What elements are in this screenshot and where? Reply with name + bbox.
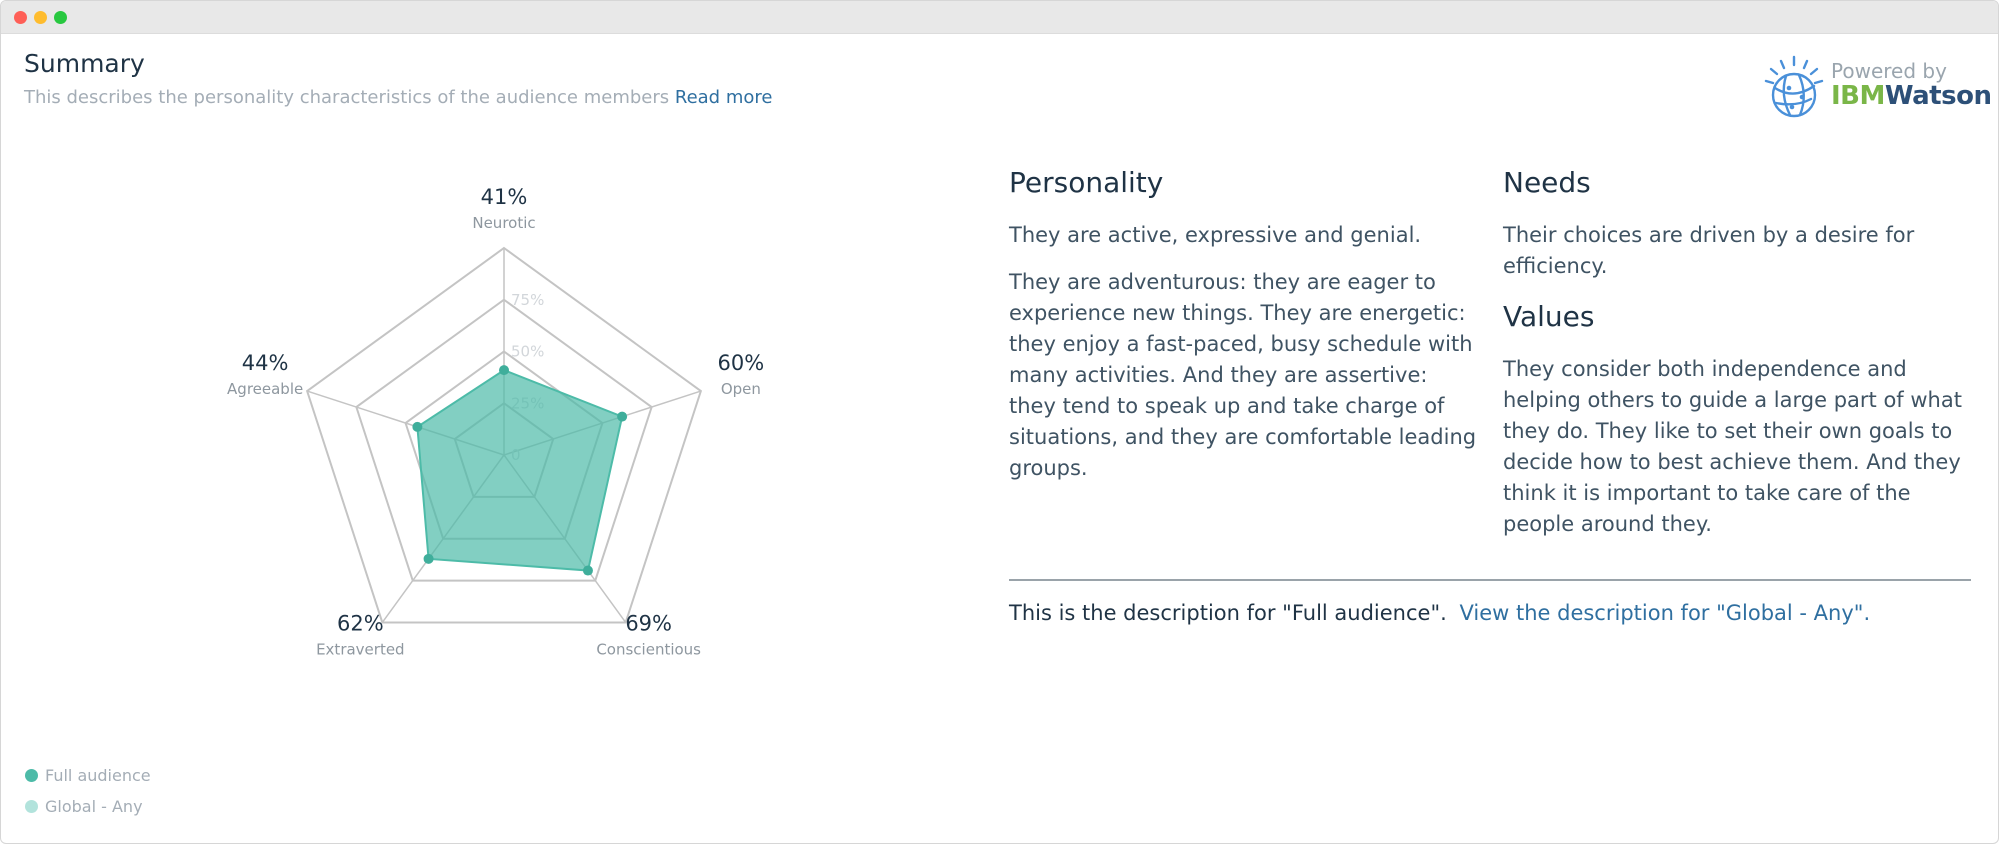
radar-data-point <box>499 365 509 376</box>
radar-axis-value-label: 44% <box>242 351 289 375</box>
needs-paragraph: Their choices are driven by a desire for… <box>1503 223 1915 278</box>
footer-text: This is the description for "Full audien… <box>1009 601 1447 625</box>
radar-axis-value-label: 62% <box>337 611 384 635</box>
close-window-button[interactable] <box>14 11 27 24</box>
radar-axis-name-label: Open <box>721 380 761 398</box>
radar-grid-ring <box>305 246 703 624</box>
radar-axis-value-label: 41% <box>481 185 528 209</box>
values-paragraph: They consider both independence and help… <box>1503 357 1962 536</box>
summary-title: Summary <box>24 49 145 78</box>
personality-paragraph: They are adventurous: they are eager to … <box>1009 270 1477 480</box>
personality-paragraph: They are active, expressive and genial. <box>1009 223 1422 247</box>
needs-heading: Needs <box>1503 166 1591 199</box>
radar-scale-tick-label: 50% <box>511 343 544 361</box>
radar-series-area-full-audience <box>416 369 624 572</box>
summary-description-text: This describes the personality character… <box>24 87 670 108</box>
radar-axis-name-label: Extraverted <box>316 640 405 658</box>
radar-axis-value-label: 69% <box>625 611 672 635</box>
minimize-window-button[interactable] <box>34 11 47 24</box>
legend-label: Full audience <box>45 766 151 785</box>
radar-data-point <box>423 553 434 564</box>
radar-grid-ring <box>355 298 653 582</box>
radar-axis-name-label: Neurotic <box>472 214 535 232</box>
radar-data-point <box>412 421 423 432</box>
radar-axis-name-label: Agreeable <box>227 380 303 398</box>
radar-scale-tick-label: 75% <box>511 291 544 309</box>
radar-data-point <box>582 565 593 576</box>
section-divider <box>1009 579 1971 581</box>
personality-heading: Personality <box>1009 166 1164 199</box>
legend-dot-global-any <box>25 800 38 813</box>
personality-section: Personality They are active, expressive … <box>1009 164 1479 500</box>
powered-by-watson: Powered by IBMWatson <box>1764 55 1992 119</box>
needs-values-section: Needs Their choices are driven by a desi… <box>1503 164 1975 556</box>
view-global-description-link[interactable]: View the description for "Global - Any". <box>1459 601 1871 625</box>
personality-radar-chart: 025%50%75%41%Neurotic60%Open69%Conscient… <box>227 185 765 658</box>
window-titlebar <box>1 1 1998 34</box>
summary-description: This describes the personality character… <box>24 87 772 108</box>
values-section: Values They consider both independence a… <box>1503 298 1975 540</box>
powered-by-label: Powered by <box>1831 59 1947 83</box>
ibm-watson-globe-icon <box>1764 55 1824 118</box>
ibm-watson-logo-text: IBMWatson <box>1831 81 1992 111</box>
read-more-link[interactable]: Read more <box>674 87 773 108</box>
radar-axis-value-label: 60% <box>718 351 765 375</box>
radar-data-point <box>617 411 628 422</box>
legend-label: Global - Any <box>45 797 143 816</box>
radar-axis-name-label: Conscientious <box>596 640 701 658</box>
zoom-window-button[interactable] <box>54 11 67 24</box>
legend-dot-full-audience <box>25 769 38 782</box>
description-footer: This is the description for "Full audien… <box>1009 601 1870 625</box>
values-heading: Values <box>1503 300 1595 333</box>
